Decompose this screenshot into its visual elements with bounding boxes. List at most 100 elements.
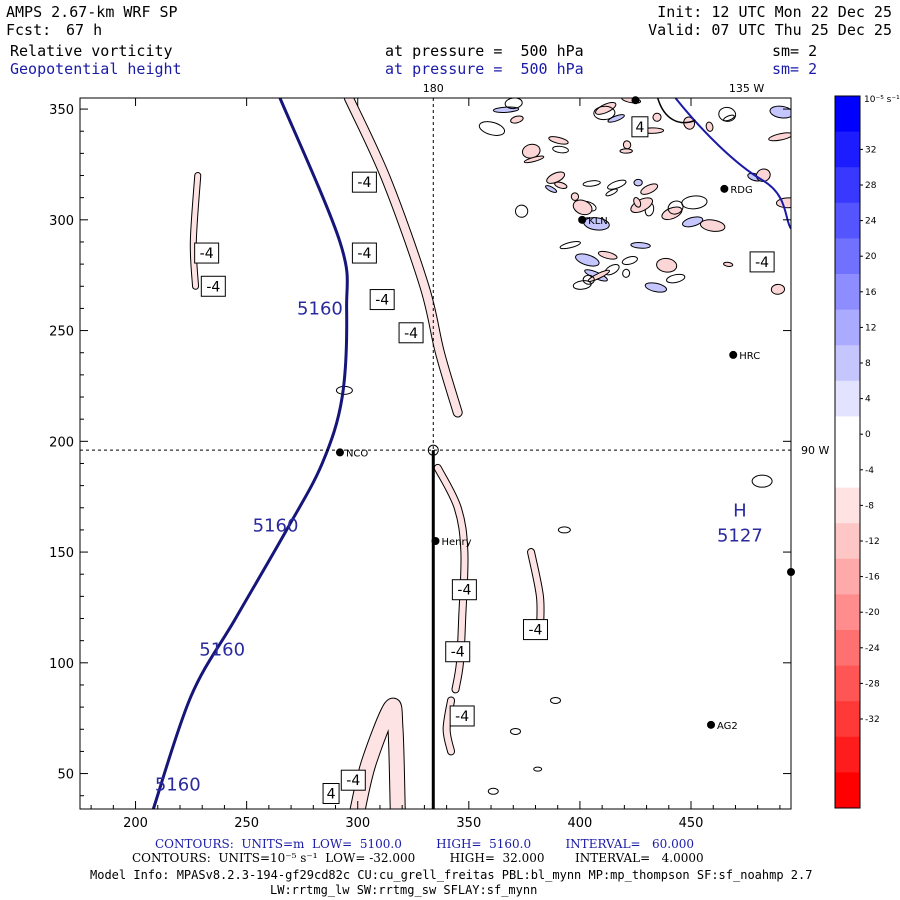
y-tick-label: 250: [49, 325, 74, 340]
vorticity-contour-label: -4: [206, 279, 220, 295]
plot-area: [80, 98, 791, 809]
vorticity-contour-small: [644, 282, 668, 293]
vorticity-contour-small: [575, 253, 600, 267]
colorbar-swatch: [835, 416, 860, 453]
vorticity-label-box: [398, 322, 424, 344]
colorbar-swatch: [835, 630, 860, 667]
vorticity-label-box: [522, 619, 548, 641]
field-smoothing-height: sm= 2: [772, 60, 818, 78]
y-tick-label: 200: [49, 435, 74, 450]
vorticity-contour-label: -4: [200, 246, 214, 262]
colorbar-swatch: [835, 345, 860, 382]
colorbar-tick-label: 24: [865, 217, 877, 227]
vorticity-contour-small: [630, 242, 651, 249]
vorticity-contour-small: [549, 696, 561, 704]
vorticity-contour-label: -4: [529, 623, 543, 639]
station-label: Henry: [442, 537, 472, 548]
field-name-height: Geopotential height: [10, 60, 182, 78]
station-label: HRC: [739, 351, 760, 362]
vorticity-contour-small: [478, 121, 506, 136]
vorticity-contour-small: [699, 219, 726, 232]
vorticity-contour-small: [509, 727, 521, 735]
vorticity-band-fill: [190, 173, 201, 289]
vorticity-label-box: [451, 579, 477, 601]
vorticity-contour-label: -4: [457, 583, 471, 599]
coastline: [674, 98, 791, 230]
vorticity-contour-small: [582, 274, 595, 285]
vorticity-contour-label: -4: [451, 645, 465, 661]
vorticity-contour-small: [548, 136, 569, 145]
lon-label-135w: 135 W: [729, 82, 764, 95]
footer-height-contours: CONTOURS: UNITS=m LOW= 5100.0 HIGH= 5160…: [155, 837, 695, 851]
height-contour-5160: [151, 98, 349, 809]
vorticity-contour-small: [557, 526, 571, 534]
colorbar-swatch: [835, 309, 860, 346]
y-tick-label: 50: [57, 768, 74, 783]
vorticity-contour-label: -4: [357, 246, 371, 262]
vorticity-contour-small: [723, 261, 734, 267]
colorbar-tick-label: 8: [865, 359, 871, 369]
vorticity-contour-small: [751, 474, 773, 488]
colorbar-swatch: [835, 380, 860, 417]
colorbar-frame: [834, 95, 861, 809]
colorbar-swatch: [835, 274, 860, 311]
colorbar-tick-label: -24: [865, 644, 880, 654]
vorticity-contour-small: [546, 171, 566, 184]
colorbar-swatch: [835, 167, 860, 204]
colorbar-swatch: [835, 238, 860, 275]
station-marker: [431, 536, 440, 545]
colorbar-swatch: [835, 701, 860, 738]
vorticity-contour-label: 4: [327, 786, 336, 802]
y-tick-label: 100: [49, 657, 74, 672]
vorticity-contour-small: [552, 145, 569, 154]
colorbar-swatch: [835, 96, 860, 133]
high-center-value: 5127: [717, 526, 763, 547]
x-tick-label: 250: [234, 816, 259, 831]
height-contour-label: 5160: [199, 640, 245, 661]
colorbar-units-label: 10⁻⁵ s⁻¹: [864, 95, 900, 105]
forecast-hour: 67 h: [66, 21, 103, 39]
lon-label-90w: 90 W: [801, 444, 829, 457]
colorbar-tick-label: 0: [865, 430, 871, 440]
vorticity-contour-label: -4: [455, 709, 469, 725]
colorbar-swatch: [835, 487, 860, 524]
colorbar-tick-label: -8: [865, 501, 874, 511]
station-label: NCO: [346, 448, 368, 459]
colorbar-tick-label: -32: [865, 715, 880, 725]
colorbar-tick-label: -20: [865, 608, 880, 618]
vorticity-contour-label: -4: [346, 773, 360, 789]
vorticity-contour-small: [633, 197, 642, 208]
colorbar-tick-label: 12: [865, 323, 876, 333]
height-contour-label: 5160: [297, 298, 343, 319]
station-marker: [578, 215, 587, 224]
footer-physics-info: LW:rrtmg_lw SW:rrtmg_sw SFLAY:sf_mynn: [270, 883, 538, 897]
x-tick-label: 350: [456, 816, 481, 831]
colorbar-tick-label: -28: [865, 679, 880, 689]
x-tick-label: 300: [345, 816, 370, 831]
vorticity-contour-small: [723, 114, 735, 122]
station-marker: [631, 96, 640, 105]
colorbar-swatch: [835, 131, 860, 168]
coastline: [656, 98, 696, 124]
station-marker: [729, 350, 738, 359]
vorticity-contour-small: [667, 200, 684, 215]
y-tick-label: 300: [49, 214, 74, 229]
field-name-vorticity: Relative vorticity: [10, 42, 173, 60]
vorticity-contour-small: [621, 256, 638, 266]
vorticity-contour-small: [718, 106, 737, 122]
valid-time: Valid: 07 UTC Thu 25 Dec 25: [648, 21, 892, 39]
vorticity-contour-small: [682, 216, 704, 228]
station-label: KLN: [588, 216, 608, 227]
vorticity-contour-label: -4: [404, 326, 418, 342]
station-marker: [707, 720, 716, 729]
colorbar-swatch: [835, 558, 860, 595]
vorticity-label-box: [340, 769, 366, 791]
vorticity-contour-small: [545, 185, 558, 193]
colorbar-tick-label: 20: [865, 252, 877, 262]
footer-model-info: Model Info: MPASv8.2.3-194-gf29cd82c CU:…: [90, 868, 813, 882]
lon-label-180: 180: [423, 82, 444, 95]
footer-vorticity-contours: CONTOURS: UNITS=10⁻⁵ s⁻¹ LOW= -32.000 HI…: [132, 851, 704, 865]
vorticity-label-box: [194, 242, 220, 264]
vorticity-contour-small: [770, 283, 786, 295]
x-tick-label: 400: [568, 816, 593, 831]
